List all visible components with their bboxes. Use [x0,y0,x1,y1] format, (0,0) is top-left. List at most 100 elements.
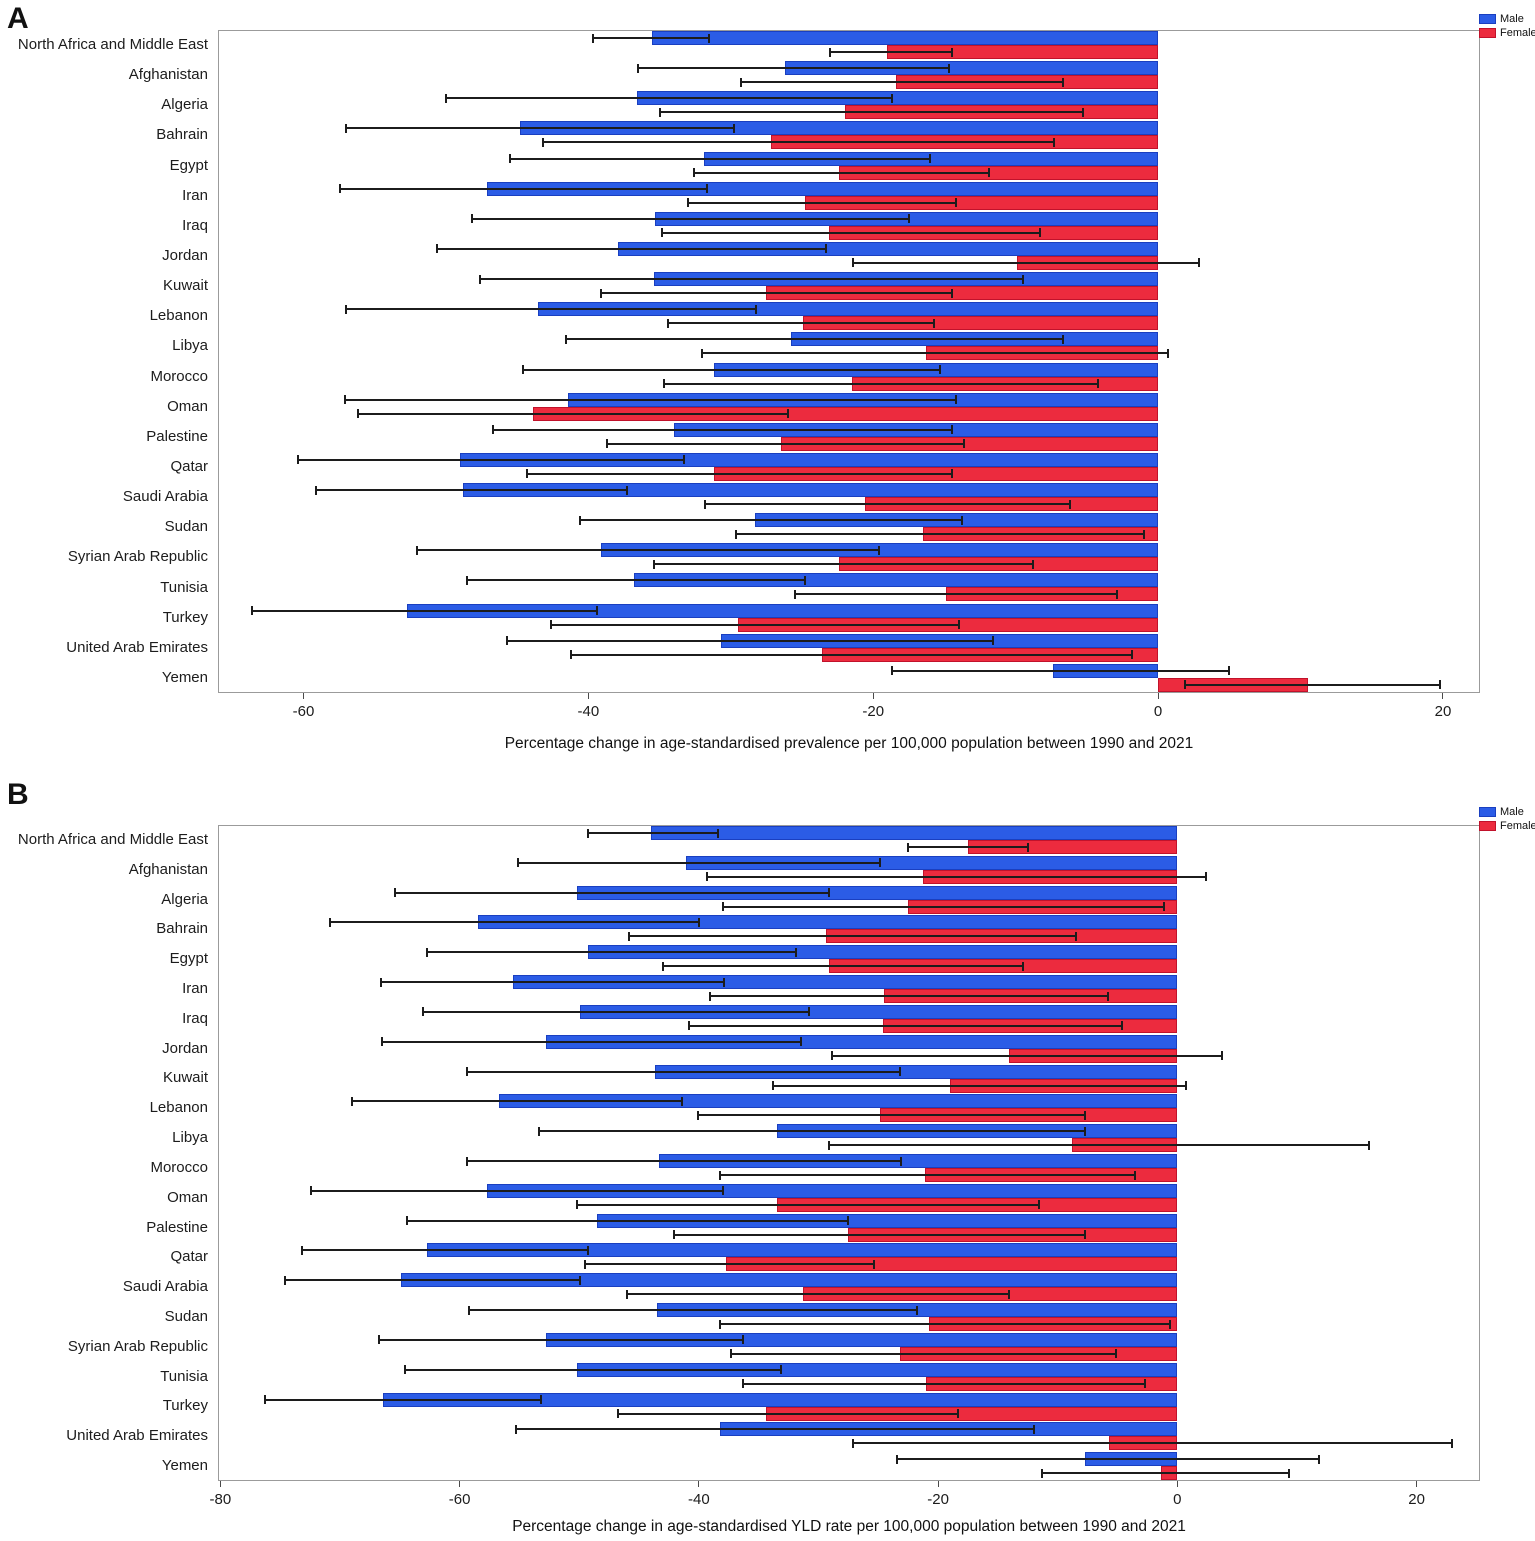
male-error-bar [316,489,627,492]
x-tick [937,1481,939,1487]
male-error-bar [351,1100,683,1103]
female-error-bar [731,1352,1117,1355]
category-label: Egypt [169,156,208,174]
category-label: Lebanon [149,307,208,325]
male-error-bar-cap [394,888,397,898]
male-error-bar [587,832,718,834]
male-error-bar-cap [539,1395,542,1405]
male-error-bar-cap [564,334,567,344]
male-error-bar-cap [514,1424,517,1434]
male-error-bar-cap [479,274,482,284]
male-error-bar [492,428,952,431]
male-error-bar [417,549,879,552]
female-error-bar [527,472,952,475]
male-error-bar-cap [960,515,963,525]
female-error-bar-cap [1007,1289,1010,1299]
female-error-bar [606,442,965,445]
male-error-bar [518,861,880,864]
male-error-bar-cap [296,455,299,465]
female-error-bar-cap [1026,842,1029,852]
category-label: Oman [167,1188,208,1206]
male-error-bar-cap [732,123,735,133]
female-error-bar-cap [772,1081,775,1091]
male-error-bar [466,1160,902,1162]
male-error-bar-cap [697,917,700,927]
male-error-bar-cap [470,214,473,224]
male-error-bar-cap [1021,274,1024,284]
male-error-bar [638,67,949,70]
male-error-bar-cap [403,1365,406,1375]
male-error-bar [404,1368,782,1371]
male-error-bar [891,669,1230,672]
legend-male-label: Male [1500,806,1524,818]
female-error-bar [659,111,1083,114]
female-error-bar [663,382,1099,385]
male-error-bar-cap [579,1275,582,1285]
female-error-bar-cap [957,620,960,630]
female-error-bar-cap [963,439,966,449]
x-tick [1442,693,1444,699]
x-tick-label: -20 [862,703,885,720]
male-error-bar-cap [717,828,719,838]
male-error-bar-cap [722,977,725,987]
male-error-bar [284,1279,581,1282]
female-error-bar-cap [872,1259,875,1269]
male-error-bar-cap [625,485,628,495]
female-error-bar [653,563,1033,566]
male-error-bar-cap [591,33,594,43]
male-error-bar-cap [1317,1454,1320,1464]
legend-male-label: Male [1500,13,1524,25]
male-error-bar-cap [416,545,419,555]
male-error-bar [897,1458,1319,1461]
female-error-bar [743,1382,1146,1385]
male-error-bar-cap [465,1067,468,1077]
female-error-bar-cap [661,961,664,971]
female-error-bar-cap [719,1170,722,1180]
female-error-bar-cap [628,931,631,941]
female-error-bar-cap [735,529,738,539]
male-error-bar-cap [803,575,806,585]
female-error-bar [736,533,1144,536]
female-error-bar [794,593,1117,596]
male-error-bar-cap [466,575,469,585]
female-error-bar-cap [1084,1110,1087,1120]
female-error-bar [668,322,935,325]
male-error-bar [471,217,909,220]
female-error-bar-cap [1031,559,1034,569]
female-error-bar-cap [1121,1021,1124,1031]
category-label: Afghanistan [128,860,208,878]
female-error-bar [830,51,952,53]
male-error-bar [579,519,962,522]
male-error-bar-cap [521,365,524,374]
female-error-bar-cap [1097,379,1100,388]
male-error-bar-cap [991,636,994,646]
male-error-bar-cap [939,365,942,374]
male-error-bar [380,981,724,984]
male-error-bar-cap [300,1245,303,1255]
male-error-bar-cap [343,395,346,405]
male-error-bar-cap [900,1156,903,1166]
x-tick [302,693,304,699]
male-error-bar [301,1249,588,1252]
female-error-bar-cap [1167,348,1170,358]
male-error-bar-cap [890,666,893,676]
male-error-bar-cap [310,1186,313,1196]
female-error-bar-cap [706,872,709,882]
female-error-bar [551,623,959,626]
female-error-bar [908,846,1028,848]
x-tick [1157,693,1159,699]
female-error-bar-cap [526,469,529,479]
female-error-bar-cap [1038,228,1041,238]
male-error-bar [395,891,830,894]
male-error-bar-cap [681,1096,684,1106]
female-error-bar-cap [933,318,936,328]
female-error-bar-cap [658,107,661,117]
male-error-bar-cap [780,1365,783,1375]
category-label: Sudan [164,1308,208,1325]
male-error-bar-cap [380,1037,383,1047]
category-label: Algeria [161,96,208,114]
x-tick [1176,1481,1178,1487]
category-label: Tunisia [160,578,208,596]
male-error-bar-cap [578,515,581,525]
